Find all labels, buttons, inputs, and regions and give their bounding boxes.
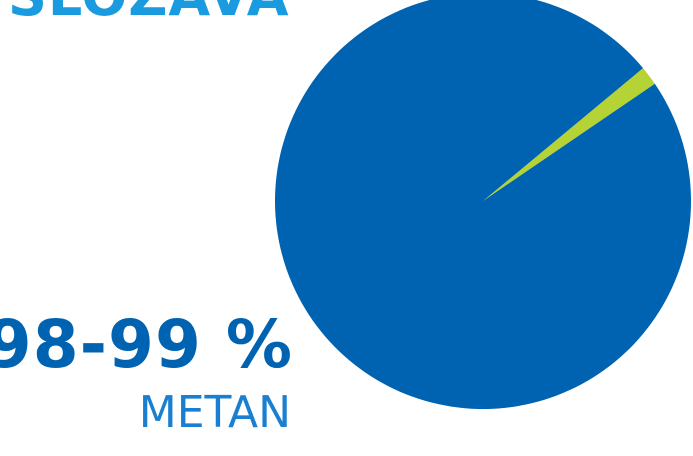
chart-title: SLOŽAVA [8, 0, 289, 24]
highlight-label: METAN [138, 387, 291, 438]
pie-slice-metan [275, 0, 691, 409]
highlight-value: 98-99 % [0, 306, 293, 383]
pie-slice-minor [483, 68, 655, 201]
